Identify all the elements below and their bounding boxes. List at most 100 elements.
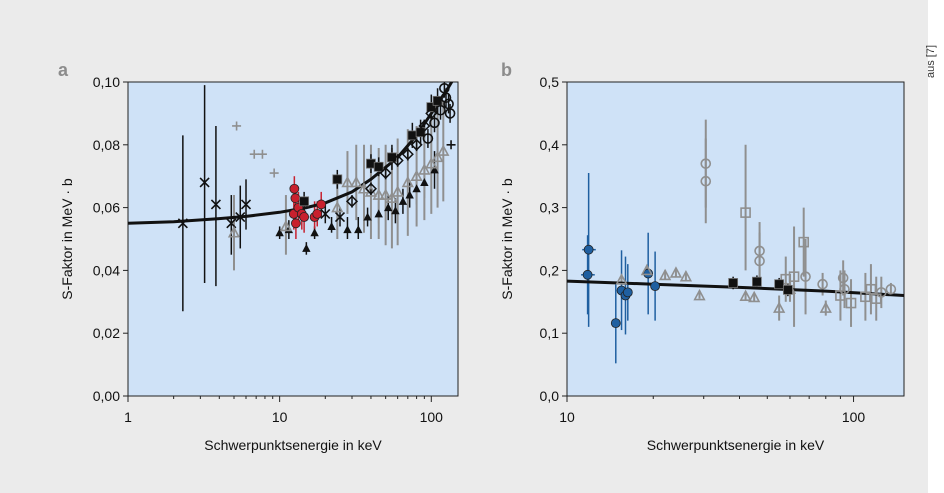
data-point: [885, 283, 897, 295]
data-point: [679, 269, 693, 282]
data-point: [740, 207, 751, 218]
data-point: [439, 82, 450, 94]
chart-panel-a: a 0,00 0,02 0,04 0,06 0,08 0,10 1 10 100 Schwerpun…: [58, 60, 459, 453]
panel-label: b: [501, 60, 512, 80]
data-point: [290, 193, 301, 204]
data-point: [407, 130, 418, 141]
data-point: [582, 269, 593, 280]
plot-content: [567, 119, 904, 364]
y-tick-label: 0,02: [93, 325, 120, 341]
data-point: [401, 148, 414, 161]
data-point: [819, 301, 832, 313]
data-point: [782, 284, 793, 295]
data-point: [299, 196, 310, 207]
data-point: [299, 212, 310, 222]
data-point: [354, 225, 363, 234]
x-tick-label: 10: [559, 409, 575, 425]
data-point: [739, 289, 752, 301]
data-point: [379, 188, 392, 200]
data-point: [788, 271, 800, 282]
data-point: [227, 226, 241, 238]
data-point: [177, 218, 188, 229]
data-point: [446, 140, 456, 150]
data-point: [700, 158, 712, 169]
data-point: [418, 119, 431, 133]
data-point: [583, 244, 594, 255]
data-point: [249, 149, 259, 159]
data-point: [310, 228, 319, 237]
data-point: [429, 117, 440, 129]
y-tick-label: 0,2: [540, 262, 560, 278]
y-axis-label: S-Faktor in MeV · b: [499, 178, 515, 300]
y-tick-label: 0,08: [93, 137, 120, 153]
data-point: [420, 177, 429, 186]
data-point: [232, 121, 242, 131]
data-point: [235, 211, 246, 223]
data-point: [289, 183, 300, 194]
data-point: [363, 212, 372, 221]
data-point: [798, 236, 810, 248]
data-point: [210, 199, 221, 210]
data-point: [320, 208, 331, 219]
data-point: [341, 175, 354, 188]
data-point: [275, 228, 284, 237]
x-tick-label: 100: [420, 409, 444, 425]
x-tick-label: 10: [272, 409, 288, 425]
y-axis-label: S-Faktor in MeV · b: [59, 178, 75, 300]
data-point: [870, 293, 882, 304]
data-point: [412, 184, 421, 193]
data-point: [700, 175, 712, 187]
data-point: [444, 108, 456, 119]
y-tick-label: 0,00: [93, 388, 120, 404]
y-tick-label: 0,5: [540, 74, 560, 90]
data-point: [316, 199, 327, 210]
data-point: [431, 150, 444, 163]
data-point: [240, 199, 252, 210]
data-point: [350, 175, 363, 188]
data-point: [773, 301, 786, 313]
y-tick-label: 0,10: [93, 74, 120, 90]
plot-area: [566, 81, 905, 397]
data-point: [384, 203, 393, 212]
data-point: [391, 206, 400, 215]
data-point: [302, 243, 311, 252]
data-point: [226, 218, 237, 229]
data-point: [610, 318, 621, 329]
data-point: [422, 133, 434, 144]
data-point: [331, 200, 344, 213]
y-tick-label: 0,0: [540, 388, 560, 404]
data-point: [650, 281, 661, 292]
data-point: [669, 266, 683, 278]
data-point: [426, 102, 437, 113]
data-point: [754, 255, 765, 267]
y-tick-label: 0,04: [93, 262, 120, 278]
chart-panel-b: b 0,0 0,1 0,2 0,3 0,4 0,5 10 100 Schwerpunktsener…: [499, 60, 905, 453]
data-point: [385, 191, 399, 203]
data-point: [437, 144, 450, 156]
data-point: [279, 219, 293, 232]
data-point: [269, 168, 279, 178]
data-point: [430, 165, 439, 174]
data-point: [398, 196, 408, 205]
data-point: [837, 272, 849, 284]
data-point: [622, 287, 633, 298]
data-point: [754, 245, 765, 257]
data-point: [334, 211, 346, 223]
data-point: [291, 218, 301, 229]
x-tick-label: 1: [124, 409, 132, 425]
data-point: [693, 288, 706, 301]
data-point: [332, 174, 343, 185]
data-point: [425, 156, 438, 169]
data-point: [379, 166, 392, 180]
data-point: [401, 175, 414, 188]
data-point: [257, 149, 267, 159]
x-axis-label: Schwerpunktsenergie in keV: [647, 437, 825, 453]
y-tick-label: 0,4: [540, 137, 560, 153]
data-point: [345, 195, 359, 208]
data-point: [640, 263, 654, 276]
data-point: [800, 271, 811, 282]
data-point: [748, 290, 761, 303]
data-point: [860, 291, 871, 303]
data-point: [327, 221, 336, 230]
